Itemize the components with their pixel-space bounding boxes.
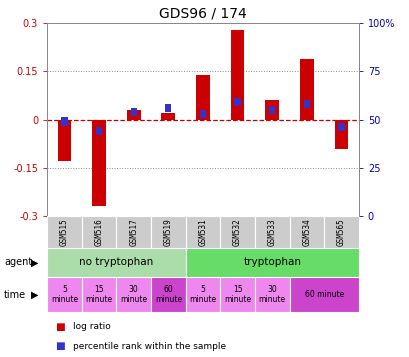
Bar (130, 108, 137, 116)
Bar (151, 277, 185, 312)
Bar (268, 106, 274, 114)
Text: 15
minute: 15 minute (85, 285, 112, 304)
Bar (96, 127, 102, 135)
Text: ▶: ▶ (31, 290, 38, 300)
Bar (47, 277, 81, 312)
Bar (196, 75, 209, 120)
Text: 5
minute: 5 minute (51, 285, 78, 304)
Title: GDS96 / 174: GDS96 / 174 (159, 7, 246, 21)
Bar (185, 277, 220, 312)
Bar (126, 110, 140, 120)
Text: GSM565: GSM565 (336, 218, 345, 246)
Bar (324, 216, 358, 248)
Text: GSM517: GSM517 (129, 218, 138, 246)
Text: percentile rank within the sample: percentile rank within the sample (72, 342, 225, 351)
Bar (116, 216, 151, 248)
Bar (47, 248, 185, 277)
Text: 5
minute: 5 minute (189, 285, 216, 304)
Bar (220, 277, 254, 312)
Text: no tryptophan: no tryptophan (79, 257, 153, 267)
Bar (165, 104, 171, 112)
Text: GSM519: GSM519 (164, 218, 173, 246)
Bar (185, 216, 220, 248)
Text: GSM533: GSM533 (267, 218, 276, 246)
Text: 60
minute: 60 minute (154, 285, 182, 304)
Bar (299, 59, 313, 120)
Bar (47, 216, 81, 248)
Text: 30
minute: 30 minute (258, 285, 285, 304)
Bar (92, 120, 106, 206)
Bar (57, 120, 71, 161)
Text: GSM516: GSM516 (94, 218, 103, 246)
Bar (161, 113, 175, 120)
Text: GSM531: GSM531 (198, 218, 207, 246)
Bar (234, 98, 240, 106)
Text: GSM515: GSM515 (60, 218, 69, 246)
Bar (303, 100, 309, 108)
Text: agent: agent (4, 257, 32, 267)
Bar (265, 100, 279, 120)
Bar (199, 110, 206, 118)
Bar (116, 277, 151, 312)
Bar (220, 216, 254, 248)
Text: GSM532: GSM532 (232, 218, 241, 246)
Bar (289, 216, 324, 248)
Bar (81, 216, 116, 248)
Text: tryptophan: tryptophan (243, 257, 301, 267)
Text: 60 minute: 60 minute (304, 290, 343, 299)
Bar (254, 216, 289, 248)
Bar (334, 120, 348, 149)
Bar (61, 117, 67, 126)
Bar (289, 277, 358, 312)
Text: ■: ■ (55, 322, 65, 332)
Text: time: time (4, 290, 26, 300)
Bar (151, 216, 185, 248)
Bar (81, 277, 116, 312)
Text: 30
minute: 30 minute (120, 285, 147, 304)
Text: 15
minute: 15 minute (223, 285, 251, 304)
Bar (185, 248, 358, 277)
Text: ▶: ▶ (31, 257, 38, 267)
Text: GSM534: GSM534 (301, 218, 310, 246)
Bar (230, 30, 244, 120)
Bar (254, 277, 289, 312)
Text: log ratio: log ratio (72, 322, 110, 331)
Bar (337, 123, 344, 131)
Text: ■: ■ (55, 341, 65, 351)
